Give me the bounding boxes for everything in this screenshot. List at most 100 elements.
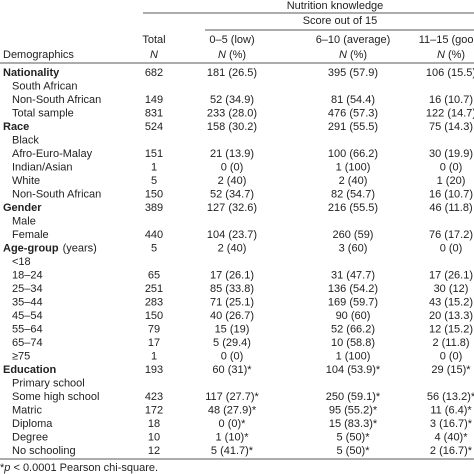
row-label: Indian/Asian: [12, 161, 73, 173]
cell: 0 (0): [221, 350, 244, 362]
cell: 169 (59.7): [328, 296, 378, 308]
cell: 3 (16.7)*: [430, 418, 473, 430]
cell: 181 (26.5): [207, 67, 257, 79]
row-label: White: [12, 175, 40, 187]
cell: 76 (17.2): [429, 229, 473, 241]
cell: 81 (54.4): [331, 94, 375, 106]
column-header: Total: [142, 34, 165, 46]
cell: 0 (0): [440, 161, 463, 173]
row-label: ≥75: [12, 350, 30, 362]
cell: 12: [148, 445, 160, 457]
cell: 2 (11.8): [432, 337, 469, 349]
cell: 65: [148, 269, 160, 281]
cell: 40 (26.7): [210, 310, 254, 322]
cell: 29 (15)*: [431, 364, 471, 376]
cell: 15 (19): [215, 323, 250, 335]
row-label: Female: [12, 229, 49, 241]
column-header: 11–15 (good): [419, 34, 474, 46]
row-label: Male: [12, 215, 36, 227]
cell: 1 (20): [437, 175, 466, 187]
cell: 5 (50)*: [336, 431, 370, 443]
cell: 11 (6.4)*: [430, 404, 472, 416]
cell: 1 (100): [336, 161, 371, 173]
row-label: Some high school: [12, 391, 99, 403]
column-unit: N (%): [218, 49, 246, 61]
cell: 158 (30.2): [207, 121, 257, 133]
cell: 136 (54.2): [328, 283, 378, 295]
cell: 831: [145, 107, 163, 119]
cell: 260 (59): [333, 229, 374, 241]
cell: 100 (66.2): [328, 148, 378, 160]
footnote: *p < 0.0001 Pearson chi-square.: [0, 462, 158, 474]
cell: 250 (59.1)*: [326, 391, 381, 403]
group-label: Nationality: [3, 67, 60, 79]
cell: 150: [145, 310, 163, 322]
group-label: Age-group: [3, 242, 59, 254]
row-label: 55–64: [12, 323, 43, 335]
cell: 2 (40): [339, 175, 368, 187]
cell: 90 (60): [336, 310, 371, 322]
cell: 172: [145, 404, 163, 416]
cell: 524: [145, 121, 163, 133]
cell: 16 (10.7): [429, 94, 473, 106]
cell: 31 (47.7): [331, 269, 375, 281]
cell: 127 (32.6): [207, 202, 257, 214]
cell: 4 (40)*: [434, 431, 468, 443]
row-label: Black: [12, 134, 39, 146]
cell: 30 (19.9): [429, 148, 473, 160]
cell: 21 (13.9): [210, 148, 254, 160]
group-label: Race: [3, 121, 29, 133]
cell: 5 (41.7)*: [211, 445, 254, 457]
row-label: 18–24: [12, 269, 43, 281]
cell: 10 (58.8): [331, 337, 375, 349]
cell: 17: [148, 337, 160, 349]
cell: 18: [148, 418, 160, 430]
cell: 0 (0): [440, 242, 463, 254]
cell: 423: [145, 391, 163, 403]
group-label: Gender: [3, 202, 42, 214]
cell: 0 (0): [221, 161, 244, 173]
cell: 95 (55.2)*: [329, 404, 378, 416]
row-label: Non-South African: [12, 94, 101, 106]
cell: 2 (16.7)*: [430, 445, 473, 457]
cell: 43 (15.2): [429, 296, 473, 308]
cell: 82 (54.7): [331, 188, 375, 200]
table-title: Nutrition knowledge: [287, 0, 384, 12]
cell: 5: [151, 175, 157, 187]
cell: 117 (27.7)*: [205, 391, 259, 403]
cell: 5 (50)*: [336, 445, 370, 457]
row-label: No schooling: [12, 445, 76, 457]
column-unit: N: [150, 49, 158, 61]
row-label: 65–74: [12, 337, 43, 349]
cell: 682: [145, 67, 163, 79]
cell: 79: [148, 323, 160, 335]
row-label-unit: (years): [63, 242, 97, 254]
row-label: <18: [12, 256, 31, 268]
cell: 71 (25.1): [210, 296, 254, 308]
cell: 251: [145, 283, 163, 295]
cell: 52 (34.7): [210, 188, 254, 200]
cell: 122 (14.7): [426, 107, 474, 119]
column-header: 6–10 (average): [316, 34, 391, 46]
cell: 15 (83.3)*: [329, 418, 378, 430]
cell: 1 (100): [336, 350, 371, 362]
column-header: 0–5 (low): [209, 34, 254, 46]
cell: 150: [145, 188, 163, 200]
cell: 216 (55.5): [328, 202, 378, 214]
row-label: 45–54: [12, 310, 43, 322]
row-label: Diploma: [12, 418, 53, 430]
row-label: Total sample: [12, 107, 74, 119]
cell: 52 (66.2): [331, 323, 375, 335]
column-unit: N (%): [437, 49, 465, 61]
cell: 46 (11.8): [429, 202, 472, 214]
cell: 283: [145, 296, 163, 308]
cell: 2 (40): [218, 175, 247, 187]
cell: 476 (57.3): [328, 107, 378, 119]
cell: 5: [151, 242, 157, 254]
cell: 233 (28.0): [207, 107, 257, 119]
cell: 56 (13.2)*: [427, 391, 474, 403]
row-label: South African: [12, 80, 77, 92]
cell: 17 (26.1): [210, 269, 254, 281]
row-label: Non-South African: [12, 188, 101, 200]
